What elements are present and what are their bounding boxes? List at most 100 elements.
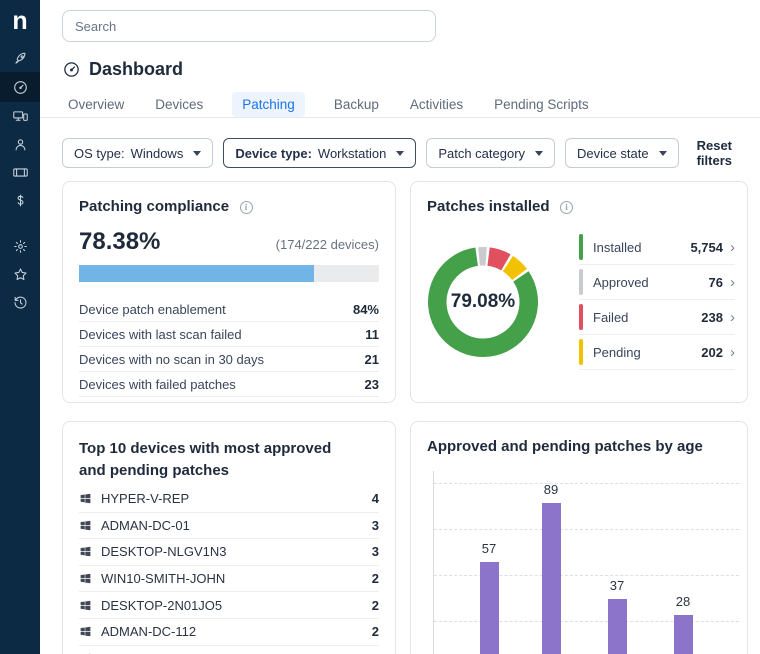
- bar-value-label: 37: [609, 577, 625, 593]
- devices-icon: [12, 110, 28, 121]
- sidebar-item-getting-started[interactable]: [0, 44, 40, 72]
- search-input[interactable]: [62, 10, 436, 42]
- device-row[interactable]: DESKTOP-2N01JO5 2: [79, 592, 379, 619]
- windows-icon: [80, 573, 91, 584]
- page-title: Dashboard: [89, 59, 184, 79]
- stat-row: Devices with no scan in 30 days 21: [79, 347, 379, 372]
- tab-overview[interactable]: Overview: [68, 96, 125, 112]
- card-title: Top 10 devices with most approved and pe…: [79, 440, 332, 479]
- sidebar-item-dashboard[interactable]: [0, 72, 40, 102]
- gridline-25: [434, 621, 739, 622]
- stat-value: 23: [364, 376, 379, 392]
- info-icon[interactable]: i: [560, 200, 574, 214]
- reset-filters-button[interactable]: Reset filters: [696, 138, 733, 168]
- sidebar-item-billing[interactable]: [0, 186, 40, 214]
- chevron-down-icon: [658, 150, 667, 156]
- stat-value: 84%: [352, 301, 379, 317]
- tab-devices[interactable]: Devices: [155, 96, 204, 112]
- gauge-icon: [13, 80, 27, 94]
- gear-icon: [13, 239, 27, 253]
- chevron-down-icon: [193, 150, 202, 156]
- sidebar: n: [0, 0, 40, 654]
- bar-0[interactable]: [479, 562, 499, 654]
- device-row[interactable]: WIN10-SMITH-JOHN 2: [79, 566, 379, 593]
- user-icon: [15, 138, 25, 150]
- donut-svg: [428, 246, 539, 358]
- legend-label: Failed: [593, 309, 629, 325]
- legend-value: 238: [701, 309, 723, 325]
- star-icon: [13, 267, 27, 280]
- gridline-75: [434, 529, 739, 530]
- sidebar-item-settings[interactable]: [0, 232, 40, 260]
- tab-pending-scripts[interactable]: Pending Scripts: [494, 96, 589, 112]
- legend-row-failed[interactable]: Failed 238 ›: [579, 300, 735, 335]
- legend-label: Installed: [593, 239, 642, 255]
- tabs-divider: [40, 117, 760, 118]
- filter-os-type[interactable]: OS type: Windows: [62, 138, 214, 168]
- device-name: ADMAN-DC-01: [101, 517, 190, 533]
- legend-color-bar: [579, 234, 583, 260]
- dollar-icon: [17, 194, 23, 206]
- chevron-down-icon: [396, 150, 405, 156]
- device-row[interactable]: ADMAN-DC-112 2: [79, 619, 379, 646]
- chevron-right-icon: ›: [730, 343, 735, 361]
- filter-device-type[interactable]: Device type: Workstation: [223, 138, 417, 168]
- compliance-progress-bar: [79, 265, 379, 282]
- sidebar-item-ticketing[interactable]: [0, 158, 40, 186]
- device-patch-count: 2: [371, 571, 379, 587]
- top-devices-card: Top 10 devices with most approved and pe…: [62, 421, 396, 654]
- legend-color-bar: [579, 304, 583, 330]
- sidebar-item-favorites[interactable]: [0, 260, 40, 288]
- gridline-50: [434, 575, 739, 576]
- windows-icon: [80, 547, 91, 557]
- device-row[interactable]: DESKTOP-NLGV1N3 2: [79, 646, 379, 654]
- legend-label: Pending: [593, 344, 641, 360]
- chevron-right-icon: ›: [730, 273, 735, 291]
- dashboard-gauge-icon: [64, 62, 79, 77]
- bar-1[interactable]: [541, 503, 561, 654]
- sidebar-item-devices[interactable]: [0, 102, 40, 130]
- stat-value: 21: [364, 351, 379, 367]
- filter-device-state[interactable]: Device state: [565, 138, 679, 168]
- tab-patching[interactable]: Patching: [232, 91, 305, 117]
- compliance-progress-fill: [79, 265, 315, 282]
- legend-color-bar: [579, 269, 583, 295]
- device-name: DESKTOP-NLGV1N3: [101, 544, 227, 560]
- legend-row-installed[interactable]: Installed 5,754 ›: [579, 230, 735, 265]
- device-name: DESKTOP-NLGV1N3: [101, 651, 363, 654]
- sidebar-item-history[interactable]: [0, 288, 40, 316]
- legend-label: Approved: [593, 274, 649, 290]
- compliance-percent: 78.38%: [79, 228, 161, 255]
- info-icon[interactable]: i: [239, 200, 253, 214]
- donut-slice-failed[interactable]: [487, 247, 511, 271]
- filter-prefix: OS type:: [74, 145, 125, 161]
- donut-slice-approved[interactable]: [478, 246, 487, 266]
- donut-center-label: 79.08%: [450, 291, 516, 312]
- device-row[interactable]: HYPER-V-REP 4: [79, 486, 379, 513]
- tab-activities[interactable]: Activities: [409, 96, 464, 112]
- filter-bar: OS type: Windows Device type: Workstatio…: [62, 138, 760, 168]
- device-row[interactable]: ADMAN-DC-01 3: [79, 513, 379, 540]
- card-title: Approved and pending patches by age: [427, 438, 703, 455]
- donut-slice-pending[interactable]: [502, 255, 527, 281]
- tab-bar: Overview Devices Patching Backup Activit…: [66, 91, 591, 117]
- donut-slice-installed[interactable]: [428, 247, 539, 358]
- ninjaone-logo: n: [12, 6, 28, 35]
- device-row[interactable]: DESKTOP-NLGV1N3 3: [79, 539, 379, 566]
- device-patch-count: 2: [371, 624, 379, 640]
- stat-row: Devices with last scan failed 11: [79, 322, 379, 347]
- tab-backup[interactable]: Backup: [333, 96, 379, 112]
- card-title: Patches installed: [427, 198, 550, 215]
- bar-3[interactable]: [673, 615, 693, 654]
- bar-2[interactable]: [607, 598, 627, 654]
- legend-row-approved[interactable]: Approved 76 ›: [579, 265, 735, 300]
- sidebar-item-end-users[interactable]: [0, 130, 40, 158]
- donut-legend: Installed 5,754 › Approved 76 › Failed 2…: [579, 230, 735, 370]
- windows-icon: [80, 600, 91, 610]
- filter-patch-category[interactable]: Patch category: [426, 138, 556, 168]
- chevron-down-icon: [535, 150, 544, 156]
- legend-row-pending[interactable]: Pending 202 ›: [579, 335, 735, 370]
- filter-value: Device state: [577, 145, 649, 161]
- stat-label: Devices with last scan failed: [79, 326, 242, 342]
- windows-icon: [80, 626, 91, 637]
